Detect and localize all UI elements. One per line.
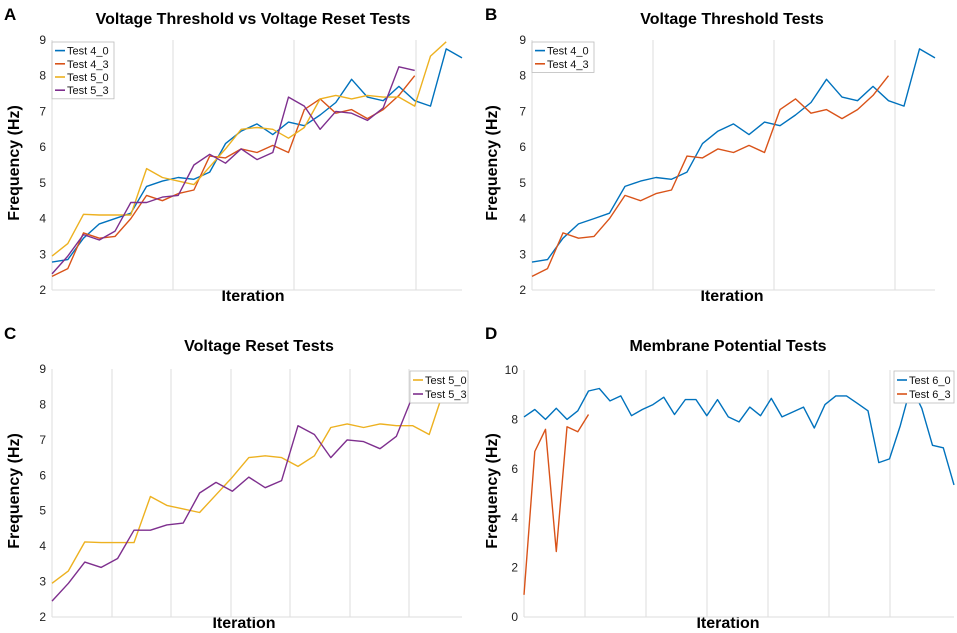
- y-axis-label: Frequency (Hz): [6, 433, 23, 549]
- y-tick-label: 4: [39, 539, 46, 553]
- y-tick-label: 2: [511, 561, 518, 575]
- series-line: [51, 370, 463, 584]
- y-tick-label: 10: [505, 363, 519, 377]
- x-axis-label: Iteration: [696, 615, 759, 632]
- legend-label: Test 5_0: [425, 375, 467, 387]
- legend-box: [531, 41, 595, 73]
- y-tick-label: 4: [519, 212, 526, 226]
- gridlines: [523, 370, 954, 618]
- chart-title: Voltage Threshold Tests: [640, 11, 824, 28]
- series-line: [51, 48, 463, 263]
- chart-title: Membrane Potential Tests: [629, 338, 826, 355]
- series-line: [531, 75, 890, 278]
- legend-box: [51, 41, 115, 100]
- legend-label: Test 5_3: [67, 85, 109, 97]
- y-axis-label: Frequency (Hz): [484, 433, 501, 549]
- legend-label: Test 4_0: [67, 46, 109, 58]
- y-tick-label: 3: [519, 247, 526, 261]
- legend: Test 6_0 Test 6_3: [893, 370, 955, 404]
- y-tick-label: 6: [511, 462, 518, 476]
- y-tick-label: 6: [39, 468, 46, 482]
- gridlines: [531, 40, 935, 291]
- series-line: [51, 394, 430, 602]
- y-tick-label: 3: [39, 247, 46, 261]
- legend-box: [893, 370, 955, 404]
- y-ticks: 2 3 4 5 6 7 8 9: [519, 33, 526, 297]
- y-tick-label: 6: [39, 140, 46, 154]
- panel-d: D Membrane Potential Tests Iteration Fre…: [484, 324, 955, 632]
- y-tick-label: 8: [511, 412, 518, 426]
- panel-a: A Voltage Threshold vs Voltage Reset Tes…: [4, 5, 463, 305]
- legend-label: Test 4_0: [547, 46, 589, 58]
- legend-box: [409, 370, 469, 404]
- gridlines: [51, 40, 462, 291]
- x-axis-label: Iteration: [212, 615, 275, 632]
- series-lines: [531, 48, 936, 278]
- y-tick-label: 5: [39, 504, 46, 518]
- y-tick-label: 5: [519, 176, 526, 190]
- panel-letter-d: D: [485, 324, 497, 343]
- y-tick-label: 6: [519, 140, 526, 154]
- y-tick-label: 3: [39, 575, 46, 589]
- series-lines: [523, 385, 955, 595]
- panel-letter-c: C: [4, 324, 16, 343]
- series-lines: [51, 41, 463, 278]
- y-tick-label: 4: [39, 212, 46, 226]
- y-tick-label: 2: [39, 283, 46, 297]
- y-tick-label: 0: [511, 610, 518, 624]
- series-line: [51, 75, 416, 278]
- series-line: [523, 385, 955, 486]
- y-tick-label: 2: [39, 610, 46, 624]
- y-tick-label: 8: [519, 69, 526, 83]
- y-tick-label: 9: [519, 33, 526, 47]
- y-ticks: 2 3 4 5 6 7 8 9: [39, 33, 46, 297]
- y-tick-label: 7: [39, 104, 46, 118]
- y-tick-label: 4: [511, 511, 518, 525]
- chart-title: Voltage Reset Tests: [184, 338, 334, 355]
- y-ticks: 0 2 4 6 8 10: [505, 363, 519, 624]
- x-axis-label: Iteration: [221, 288, 284, 305]
- y-tick-label: 7: [519, 104, 526, 118]
- x-axis-label: Iteration: [700, 288, 763, 305]
- y-tick-label: 9: [39, 33, 46, 47]
- y-ticks: 2 3 4 5 6 7 8 9: [39, 362, 46, 624]
- series-line: [51, 66, 415, 275]
- y-tick-label: 9: [39, 362, 46, 376]
- legend-label: Test 5_3: [425, 389, 467, 401]
- gridlines: [51, 369, 462, 618]
- series-line: [531, 48, 936, 263]
- legend-label: Test 5_0: [67, 72, 109, 84]
- y-tick-label: 8: [39, 69, 46, 83]
- series-line: [523, 414, 590, 595]
- panel-c: C Voltage Reset Tests Iteration Frequenc…: [4, 324, 469, 632]
- y-axis-label: Frequency (Hz): [6, 105, 23, 221]
- y-tick-label: 8: [39, 397, 46, 411]
- series-line: [51, 41, 447, 257]
- y-tick-label: 2: [519, 283, 526, 297]
- y-axis-label: Frequency (Hz): [484, 105, 501, 221]
- panel-letter-b: B: [485, 5, 497, 24]
- legend: Test 5_0 Test 5_3: [409, 370, 469, 404]
- y-tick-label: 7: [39, 433, 46, 447]
- legend-label: Test 4_3: [547, 59, 589, 71]
- panel-letter-a: A: [4, 5, 16, 24]
- legend-label: Test 6_0: [909, 375, 951, 387]
- series-lines: [51, 370, 463, 602]
- chart-title: Voltage Threshold vs Voltage Reset Tests: [96, 11, 411, 28]
- legend-label: Test 6_3: [909, 389, 951, 401]
- legend-label: Test 4_3: [67, 59, 109, 71]
- panel-b: B Voltage Threshold Tests Iteration Freq…: [484, 5, 936, 305]
- y-tick-label: 5: [39, 176, 46, 190]
